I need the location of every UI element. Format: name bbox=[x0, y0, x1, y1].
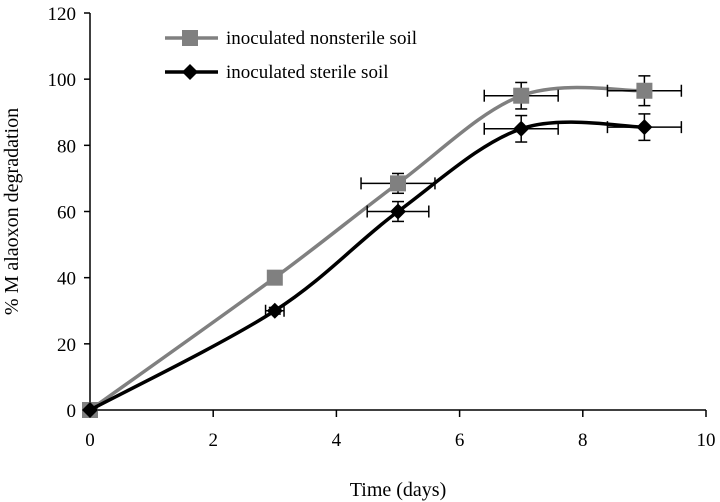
data-point bbox=[513, 87, 530, 104]
legend-entry-1: inoculated nonsterile soil bbox=[165, 28, 417, 49]
legend: inoculated nonsterile soil inoculated ste… bbox=[165, 28, 417, 83]
x-tick-label: 10 bbox=[697, 430, 716, 451]
series-line bbox=[89, 120, 645, 412]
data-point bbox=[266, 302, 283, 319]
y-tick-label: 0 bbox=[67, 401, 77, 422]
data-point bbox=[82, 402, 98, 418]
x-tick-label: 0 bbox=[85, 430, 95, 451]
y-tick-label: 60 bbox=[57, 203, 76, 224]
data-point bbox=[636, 82, 653, 99]
data-point bbox=[390, 175, 406, 192]
series-layer bbox=[82, 75, 683, 418]
x-tick-label: 2 bbox=[208, 430, 218, 451]
y-tick-label: 100 bbox=[48, 70, 77, 91]
axes: 0 20 40 60 80 100 120 0 2 4 6 8 10 bbox=[48, 4, 716, 451]
data-point bbox=[513, 120, 530, 137]
legend-marker bbox=[182, 64, 198, 80]
data-point bbox=[636, 119, 653, 136]
y-tick-label: 40 bbox=[57, 269, 76, 290]
legend-entry-2: inoculated sterile soil bbox=[165, 62, 389, 83]
y-axis-label: % M alaoxon degradation bbox=[1, 108, 23, 315]
y-tick-label: 20 bbox=[57, 335, 76, 356]
x-axis-label: Time (days) bbox=[350, 479, 446, 501]
legend-label: inoculated nonsterile soil bbox=[226, 28, 417, 49]
x-tick-label: 8 bbox=[578, 430, 588, 451]
x-tick-label: 6 bbox=[455, 430, 465, 451]
data-point bbox=[390, 203, 406, 220]
y-tick-label: 120 bbox=[48, 4, 77, 25]
x-tick-label: 4 bbox=[332, 430, 342, 451]
series-line bbox=[88, 85, 645, 412]
data-point bbox=[266, 269, 283, 286]
legend-label: inoculated sterile soil bbox=[226, 62, 389, 83]
y-tick-label: 80 bbox=[57, 136, 76, 157]
series-2 bbox=[82, 113, 683, 418]
legend-marker bbox=[182, 30, 198, 46]
